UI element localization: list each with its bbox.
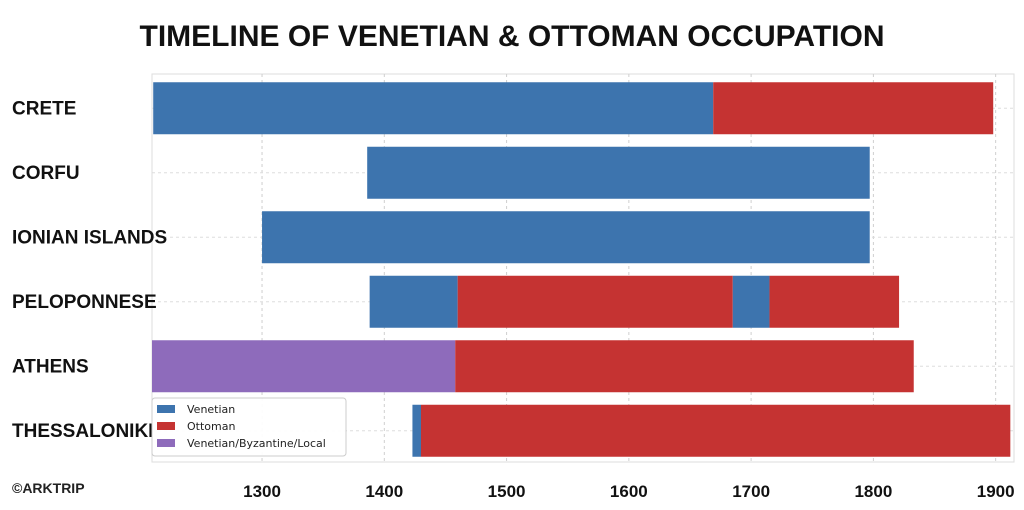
x-axis-ticks: 1300 1400 1500 1600 1700 1800 1900 [243, 482, 1014, 501]
category-label: CRETE [12, 98, 76, 119]
bar-segment [262, 211, 870, 264]
x-tick-label: 1500 [488, 482, 526, 501]
bar-segment [732, 275, 770, 328]
bar-segment [713, 82, 994, 135]
bar-segment [152, 340, 456, 393]
credit-text: ©ARKTRIP [12, 480, 85, 496]
x-tick-label: 1700 [732, 482, 770, 501]
category-labels: CRETE CORFU IONIAN ISLANDS PELOPONNESE ATHEN… [12, 98, 167, 442]
legend-label: Venetian/Byzantine/Local [187, 437, 326, 450]
category-label: THESSALONIKI [12, 421, 153, 442]
legend-box [151, 397, 347, 457]
category-label: PELOPONNESE [12, 292, 157, 313]
x-tick-label: 1400 [365, 482, 403, 501]
legend-label: Ottoman [187, 420, 235, 433]
x-tick-label: 1800 [854, 482, 892, 501]
bar-segment [412, 404, 421, 457]
category-label: IONIAN ISLANDS [12, 227, 167, 248]
legend: Venetian Ottoman Venetian/Byzantine/Local [151, 397, 347, 457]
category-label: CORFU [12, 163, 80, 184]
bar-segment [369, 275, 458, 328]
legend-swatch [157, 439, 175, 447]
x-tick-label: 1600 [610, 482, 648, 501]
grid-lines [152, 74, 1014, 462]
bar-segment [457, 275, 733, 328]
x-tick-label: 1900 [977, 482, 1015, 501]
bar-segment [153, 82, 714, 135]
bar-segment [367, 146, 870, 199]
bar-segment [420, 404, 1011, 457]
bars-group [152, 82, 1011, 457]
legend-label: Venetian [187, 403, 235, 416]
plot-area [151, 73, 1015, 463]
category-label: ATHENS [12, 356, 89, 377]
x-tick-label: 1300 [243, 482, 281, 501]
legend-swatch [157, 405, 175, 413]
legend-swatch [157, 422, 175, 430]
bar-segment [455, 340, 914, 393]
bar-segment [769, 275, 900, 328]
chart-title: TIMELINE OF VENETIAN & OTTOMAN OCCUPATIO… [140, 20, 885, 53]
